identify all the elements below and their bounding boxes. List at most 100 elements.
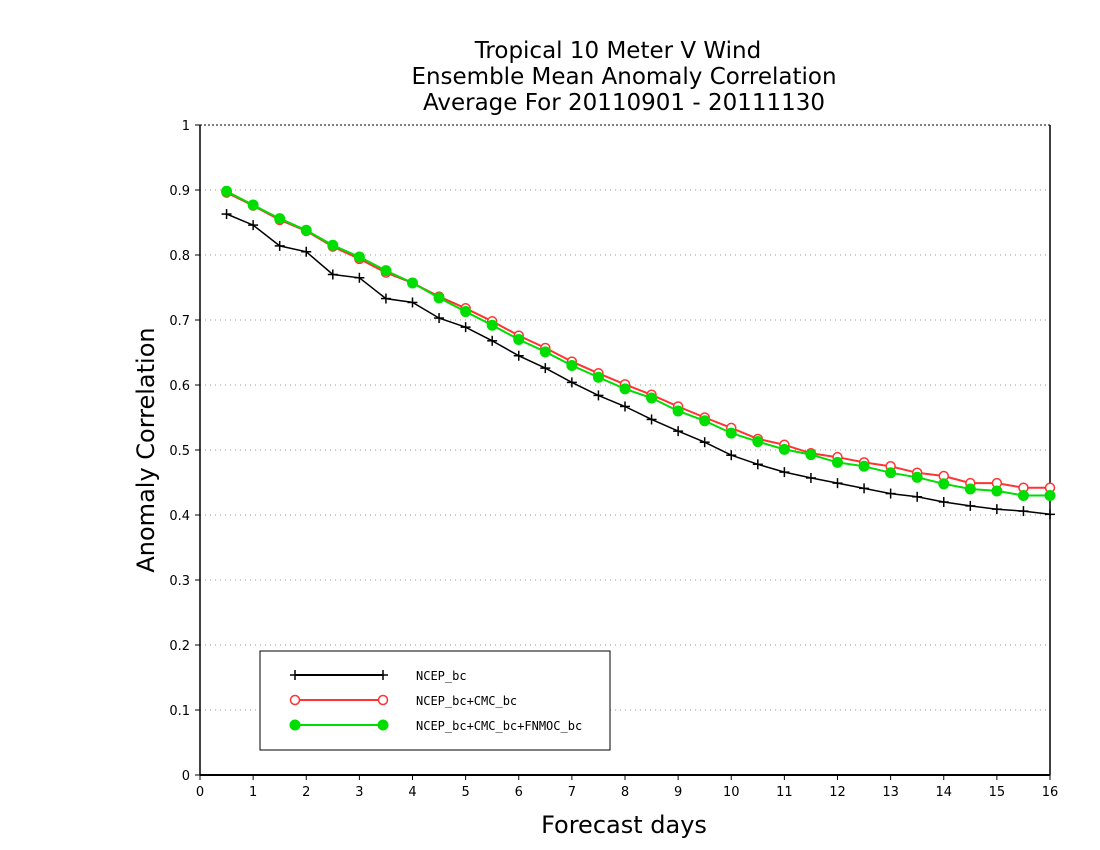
data-point bbox=[327, 269, 338, 280]
data-point bbox=[965, 500, 976, 511]
data-point bbox=[859, 483, 870, 494]
x-tick-label: 9 bbox=[674, 785, 682, 800]
data-point bbox=[247, 199, 259, 211]
y-tick-label: 0.3 bbox=[169, 574, 190, 589]
data-point bbox=[858, 460, 870, 472]
data-point bbox=[221, 209, 232, 220]
data-point bbox=[486, 319, 498, 331]
y-tick-label: 0.9 bbox=[169, 184, 190, 199]
x-tick-label: 16 bbox=[1042, 785, 1059, 800]
x-tick-label: 5 bbox=[461, 785, 469, 800]
data-point bbox=[752, 459, 763, 470]
data-point bbox=[991, 485, 1003, 497]
legend-label: NCEP_bc+CMC_bc bbox=[416, 694, 517, 708]
title-line-2: Ensemble Mean Anomaly Correlation bbox=[411, 64, 836, 90]
legend: NCEP_bc NCEP_bc+CMC_bc NCEP_bc+CMC_bc+FNMO… bbox=[259, 650, 611, 751]
y-tick-label: 0.4 bbox=[169, 509, 190, 524]
x-tick-label: 1 bbox=[249, 785, 257, 800]
data-point bbox=[938, 478, 950, 490]
data-point bbox=[673, 426, 684, 437]
data-point bbox=[354, 272, 365, 283]
data-point bbox=[221, 185, 233, 197]
legend-label: NCEP_bc bbox=[416, 669, 467, 683]
data-point bbox=[460, 322, 471, 333]
data-point bbox=[752, 436, 764, 448]
x-tick-label: 6 bbox=[515, 785, 523, 800]
legend-entry-2: NCEP_bc+CMC_bc bbox=[289, 694, 517, 708]
x-tick-label: 7 bbox=[568, 785, 576, 800]
series-line bbox=[226, 191, 1050, 489]
legend-marker-right bbox=[377, 719, 389, 731]
x-tick-label: 15 bbox=[989, 785, 1006, 800]
data-point bbox=[912, 491, 923, 502]
data-point bbox=[1017, 490, 1029, 501]
data-point bbox=[699, 415, 711, 427]
legend-marker-right bbox=[378, 670, 388, 680]
data-point bbox=[460, 306, 472, 318]
data-point bbox=[1044, 490, 1056, 501]
x-tick-label: 2 bbox=[302, 785, 310, 800]
data-point bbox=[540, 363, 551, 374]
data-point bbox=[433, 292, 445, 304]
data-point bbox=[566, 360, 578, 371]
y-tick-label: 1 bbox=[182, 119, 190, 134]
y-axis-label: Anomaly Correlation bbox=[132, 327, 160, 572]
x-tick-label: 10 bbox=[723, 785, 740, 800]
y-tick-label: 0.1 bbox=[169, 704, 190, 719]
data-point bbox=[725, 427, 737, 439]
x-tick-label: 13 bbox=[882, 785, 899, 800]
data-point bbox=[938, 497, 949, 507]
data-point bbox=[327, 239, 339, 251]
data-point bbox=[513, 334, 525, 345]
data-point bbox=[911, 471, 923, 483]
data-point bbox=[964, 483, 976, 495]
data-point bbox=[832, 456, 843, 468]
series-3 bbox=[221, 185, 1056, 501]
title-line-1: Tropical 10 Meter V Wind bbox=[474, 38, 761, 64]
legend-entries: NCEP_bc NCEP_bc+CMC_bc NCEP_bc+CMC_bc+FNMO… bbox=[289, 669, 582, 733]
data-point bbox=[646, 392, 658, 404]
data-point bbox=[539, 346, 551, 358]
data-point bbox=[779, 467, 790, 478]
data-point bbox=[353, 251, 365, 263]
data-point bbox=[380, 293, 391, 304]
x-tick-label: 0 bbox=[196, 785, 204, 800]
x-axis-label: Forecast days bbox=[541, 811, 707, 839]
data-point bbox=[513, 350, 524, 361]
y-tick-label: 0.7 bbox=[169, 314, 190, 329]
axes bbox=[195, 124, 1051, 780]
data-point bbox=[805, 472, 816, 483]
x-tick-label: 3 bbox=[355, 785, 363, 800]
x-tick-label: 14 bbox=[935, 785, 952, 800]
x-tick-label: 4 bbox=[408, 785, 416, 800]
legend-marker-left bbox=[290, 670, 300, 680]
legend-label: NCEP_bc+CMC_bc+FNMOC_bc bbox=[416, 719, 582, 733]
x-tick-label: 12 bbox=[829, 785, 846, 800]
data-point bbox=[407, 277, 418, 289]
legend-entry-3: NCEP_bc+CMC_bc+FNMOC_bc bbox=[289, 719, 582, 733]
data-point bbox=[407, 297, 418, 308]
data-point bbox=[1018, 506, 1029, 517]
y-tick-label: 0.5 bbox=[169, 444, 190, 459]
data-point bbox=[672, 405, 684, 417]
chart-title: Tropical 10 Meter V Wind Ensemble Mean A… bbox=[411, 38, 836, 116]
y-tick-label: 0.8 bbox=[169, 249, 190, 264]
data-point bbox=[619, 383, 631, 395]
data-point bbox=[1045, 509, 1055, 520]
y-tick-label: 0.2 bbox=[169, 639, 190, 654]
legend-marker-right bbox=[377, 694, 389, 706]
data-point bbox=[301, 246, 312, 257]
x-tick-label: 8 bbox=[621, 785, 629, 800]
data-point bbox=[274, 240, 285, 251]
data-point bbox=[778, 443, 790, 455]
y-tick-label: 0.6 bbox=[169, 379, 190, 394]
data-point bbox=[380, 265, 392, 277]
series-line bbox=[226, 213, 1051, 516]
data-point bbox=[592, 371, 604, 383]
y-tick-label: 0 bbox=[182, 769, 190, 784]
data-point bbox=[646, 414, 657, 425]
data-point bbox=[487, 335, 498, 346]
data-point bbox=[991, 504, 1002, 515]
data-point bbox=[593, 390, 604, 401]
series-2 bbox=[221, 187, 1056, 493]
